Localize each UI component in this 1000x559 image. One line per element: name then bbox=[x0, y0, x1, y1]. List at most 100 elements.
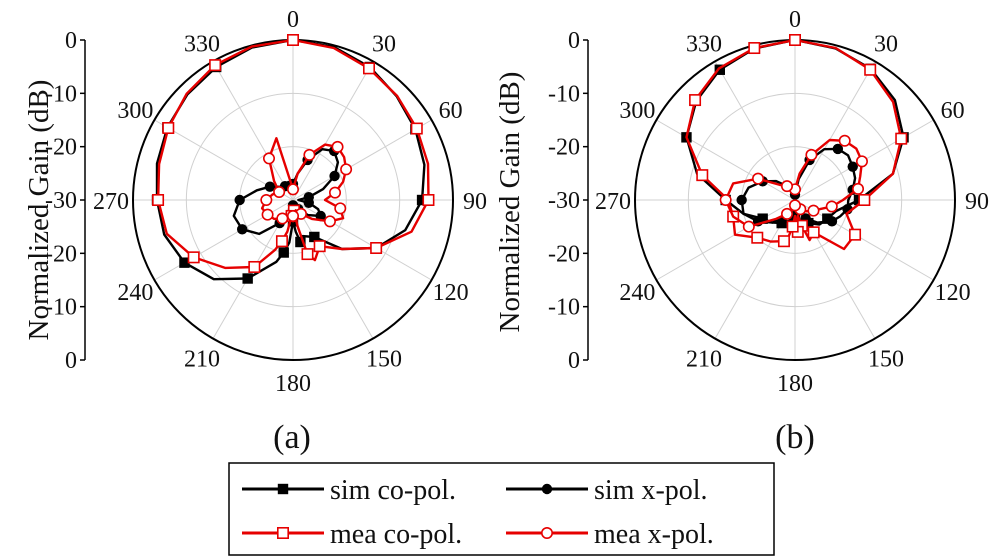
data-point bbox=[314, 241, 324, 251]
y-axis-label-b: Normalized Gain (dB) bbox=[494, 72, 526, 333]
angle-tick-label: 150 bbox=[868, 347, 904, 373]
data-point bbox=[274, 187, 284, 197]
data-point bbox=[782, 181, 792, 191]
data-point bbox=[288, 35, 298, 45]
radial-tick-label: -10 bbox=[45, 81, 77, 107]
legend-label: mea co-pol. bbox=[330, 519, 462, 550]
legend-marker bbox=[278, 528, 288, 538]
data-point bbox=[277, 213, 287, 223]
data-point bbox=[279, 247, 289, 257]
data-point bbox=[827, 216, 837, 226]
radial-tick-label: 0 bbox=[568, 28, 580, 54]
angle-tick-label: 270 bbox=[93, 189, 129, 215]
data-point bbox=[808, 227, 818, 237]
legend: sim co-pol. sim x-pol. mea co-pol. mea x-po… bbox=[229, 463, 774, 555]
data-point bbox=[371, 243, 381, 253]
legend-label: sim co-pol. bbox=[330, 475, 456, 506]
data-point bbox=[330, 187, 340, 197]
angle-tick-label: 240 bbox=[619, 280, 655, 306]
radial-tick-label: 0 bbox=[65, 348, 77, 374]
data-point bbox=[423, 195, 433, 205]
data-point bbox=[412, 123, 422, 133]
data-point bbox=[341, 164, 351, 174]
legend-label: sim x-pol. bbox=[594, 475, 708, 506]
data-point bbox=[859, 195, 869, 205]
data-point bbox=[850, 229, 860, 239]
data-point bbox=[857, 156, 867, 166]
angle-tick-label: 330 bbox=[184, 31, 220, 57]
legend-label: mea x-pol. bbox=[594, 519, 714, 550]
angle-tick-label: 270 bbox=[595, 189, 631, 215]
angle-tick-label: 180 bbox=[275, 371, 311, 397]
radial-tick-labels-b: 0 -10 -20 -30 -20 -10 0 bbox=[548, 28, 588, 374]
radial-tick-label: 0 bbox=[65, 28, 77, 54]
radial-tick-label: -20 bbox=[45, 135, 77, 161]
data-point bbox=[840, 136, 850, 146]
radial-tick-label: -10 bbox=[548, 81, 580, 107]
data-point bbox=[163, 123, 173, 133]
data-point bbox=[853, 184, 863, 194]
angle-tick-label: 300 bbox=[117, 98, 153, 124]
radial-tick-label: -20 bbox=[45, 241, 77, 267]
data-point bbox=[188, 252, 198, 262]
legend-marker bbox=[542, 484, 552, 494]
angle-tick-label: 150 bbox=[366, 347, 402, 373]
angle-tick-label: 330 bbox=[686, 31, 722, 57]
data-point bbox=[237, 224, 247, 234]
data-point bbox=[329, 171, 339, 181]
polar-chart-a: Normalized Gain (dB) 0 -10 -20 -30 -20 -10 0 0… bbox=[23, 7, 487, 456]
radial-tick-label: 0 bbox=[568, 348, 580, 374]
data-point bbox=[808, 205, 818, 215]
legend-marker bbox=[542, 528, 552, 538]
data-point bbox=[304, 198, 314, 208]
angle-tick-label: 60 bbox=[941, 98, 965, 124]
radial-tick-label: -20 bbox=[548, 241, 580, 267]
data-point bbox=[153, 195, 163, 205]
data-point bbox=[325, 216, 335, 226]
data-point bbox=[304, 150, 314, 160]
data-point bbox=[753, 173, 763, 183]
angle-tick-label: 240 bbox=[117, 280, 153, 306]
data-point bbox=[744, 221, 754, 231]
data-point bbox=[790, 35, 800, 45]
radial-tick-label: -20 bbox=[548, 135, 580, 161]
angle-tick-label: 210 bbox=[686, 347, 722, 373]
data-point bbox=[827, 201, 837, 211]
angle-tick-label: 120 bbox=[935, 280, 971, 306]
angle-tick-label: 180 bbox=[777, 371, 813, 397]
data-point bbox=[264, 153, 274, 163]
data-point bbox=[332, 142, 342, 152]
angle-tick-label: 30 bbox=[874, 31, 898, 57]
panel-label-b: (b) bbox=[775, 419, 815, 456]
radial-tick-label: -10 bbox=[45, 295, 77, 321]
data-point bbox=[697, 170, 707, 180]
data-point bbox=[720, 195, 730, 205]
data-point bbox=[752, 233, 762, 243]
data-point bbox=[690, 95, 700, 105]
polar-figure: Normalized Gain (dB) 0 -10 -20 -30 -20 -10 0 0… bbox=[0, 0, 1000, 559]
data-point bbox=[288, 211, 298, 221]
polar-grid-a bbox=[133, 40, 453, 360]
data-point bbox=[806, 150, 816, 160]
angle-tick-label: 300 bbox=[619, 98, 655, 124]
data-point bbox=[262, 209, 272, 219]
data-point bbox=[234, 195, 244, 205]
radial-tick-label: -30 bbox=[45, 188, 77, 214]
data-point bbox=[779, 236, 789, 246]
angle-tick-label: 120 bbox=[433, 280, 469, 306]
angle-tick-label: 90 bbox=[965, 189, 989, 215]
radial-tick-label: -10 bbox=[548, 295, 580, 321]
data-point bbox=[249, 262, 259, 272]
data-point bbox=[865, 65, 875, 75]
panel-label-a: (a) bbox=[273, 419, 311, 456]
data-point bbox=[261, 195, 271, 205]
radial-tick-label: -30 bbox=[548, 188, 580, 214]
angle-tick-label: 60 bbox=[439, 98, 463, 124]
legend-marker bbox=[278, 484, 288, 494]
angle-tick-label: 0 bbox=[287, 7, 299, 33]
data-point bbox=[787, 221, 797, 231]
data-point bbox=[210, 60, 220, 70]
data-point bbox=[736, 195, 746, 205]
data-point bbox=[242, 273, 252, 283]
angle-tick-label: 210 bbox=[184, 347, 220, 373]
